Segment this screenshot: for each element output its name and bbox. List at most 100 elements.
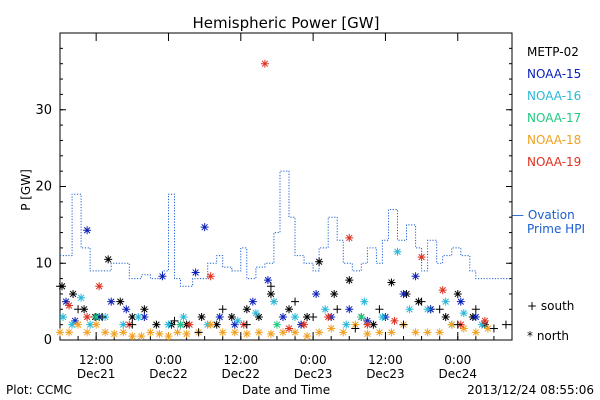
noaa-18-point <box>315 328 324 337</box>
noaa-19-point <box>260 59 269 68</box>
footer-timestamp: 2013/12/24 08:55:06 <box>467 383 594 397</box>
noaa-15-point <box>411 272 420 281</box>
plot-axes: 010203012:00Dec210:00Dec2212:00Dec220:00… <box>35 32 513 381</box>
noaa-16-point <box>269 297 278 306</box>
noaa-18-point <box>65 328 74 337</box>
metp-02-point <box>212 320 221 329</box>
south-point <box>309 312 318 321</box>
noaa-15-point <box>471 312 480 321</box>
noaa-16-point <box>291 312 300 321</box>
noaa-18-point <box>242 329 251 338</box>
noaa-18-point <box>423 328 432 337</box>
noaa-19-point <box>285 324 294 333</box>
noaa-16-point <box>119 320 128 329</box>
south-point <box>435 305 444 314</box>
noaa-16-point <box>179 312 188 321</box>
noaa-15-point <box>62 297 71 306</box>
legend-model-line1: — Ovation <box>512 208 575 222</box>
noaa-15-point <box>456 297 465 306</box>
noaa-16-point <box>477 320 486 329</box>
noaa-18-point <box>128 332 137 341</box>
noaa-16-point <box>393 247 402 256</box>
metp-02-point <box>387 278 396 287</box>
noaa-18-point <box>119 328 128 337</box>
noaa-18-point <box>164 332 173 341</box>
noaa-17-point <box>176 320 185 329</box>
metp-02-point <box>197 312 206 321</box>
noaa-16-point <box>405 305 414 314</box>
legend-entry: METP-02 <box>527 45 579 59</box>
noaa-18-point <box>101 328 110 337</box>
noaa-15-point <box>215 312 224 321</box>
noaa-19-point <box>363 320 372 329</box>
noaa-19-point <box>417 253 426 262</box>
noaa-18-point <box>218 328 227 337</box>
x-tick-label-time: 0:00 <box>444 353 471 367</box>
x-tick-label-date: Dec22 <box>222 367 261 381</box>
noaa-15-point <box>191 268 200 277</box>
noaa-18-point <box>447 320 456 329</box>
noaa-18-point <box>375 328 384 337</box>
noaa-15-point <box>158 272 167 281</box>
noaa-17-point <box>357 312 366 321</box>
noaa-15-point <box>263 276 272 285</box>
noaa-18-point <box>278 328 287 337</box>
noaa-15-point <box>107 297 116 306</box>
metp-02-point <box>441 312 450 321</box>
noaa-18-point <box>266 329 275 338</box>
metp-02-point <box>266 289 275 298</box>
metp-02-point <box>330 289 339 298</box>
y-tick-label: 30 <box>35 103 52 118</box>
legend-entry: NOAA-15 <box>527 67 581 81</box>
noaa-19-point <box>324 312 333 321</box>
metp-02-point <box>69 289 78 298</box>
noaa-18-point <box>137 332 146 341</box>
noaa-18-point <box>327 324 336 333</box>
noaa-18-point <box>110 329 119 338</box>
noaa-16-point <box>251 309 260 318</box>
noaa-18-point <box>74 320 83 329</box>
noaa-17-point <box>272 320 281 329</box>
noaa-16-point <box>321 305 330 314</box>
noaa-18-point <box>435 328 444 337</box>
chart-title: Hemispheric Power [GW] <box>193 14 380 32</box>
x-tick-label-date: Dec22 <box>149 367 188 381</box>
noaa-16-point <box>77 293 86 302</box>
ovation-model-line <box>60 170 512 287</box>
noaa-16-point <box>342 320 351 329</box>
south-point <box>489 324 498 333</box>
south-point <box>471 305 480 314</box>
metp-02-point <box>80 305 89 314</box>
noaa-19-point <box>206 272 215 281</box>
metp-02-point <box>369 320 378 329</box>
noaa-15-point <box>122 305 131 314</box>
noaa-18-point <box>339 328 348 337</box>
noaa-19-point <box>65 301 74 310</box>
y-tick-label: 20 <box>35 180 52 195</box>
noaa-15-point <box>345 305 354 314</box>
noaa-19-point <box>480 316 489 325</box>
metp-02-point <box>285 305 294 314</box>
south-point <box>291 297 300 306</box>
x-tick-label-time: 12:00 <box>224 353 259 367</box>
metp-02-point <box>315 257 324 266</box>
legend-marker-entry: * north <box>527 329 569 343</box>
noaa-15-point <box>248 297 257 306</box>
south-point <box>170 316 179 325</box>
noaa-15-point <box>230 320 239 329</box>
noaa-18-point <box>483 324 492 333</box>
legend: METP-02 NOAA-15 NOAA-16 NOAA-17 NOAA-18 NOAA-… <box>512 45 585 343</box>
noaa-18-point <box>92 320 101 329</box>
metp-02-point <box>104 255 113 264</box>
noaa-19-point <box>83 312 92 321</box>
noaa-18-point <box>254 328 263 337</box>
metp-02-point <box>345 276 354 285</box>
south-point <box>56 282 64 291</box>
noaa-15-point <box>83 226 92 235</box>
noaa-18-point <box>182 329 191 338</box>
noaa-15-point <box>399 289 408 298</box>
noaa-18-point <box>56 328 64 337</box>
y-tick-label: 10 <box>35 256 52 271</box>
south-point <box>453 320 462 329</box>
